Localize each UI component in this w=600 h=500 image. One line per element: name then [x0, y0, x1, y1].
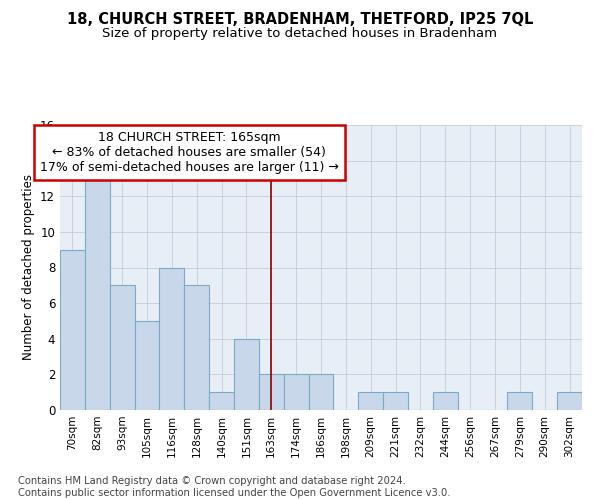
Text: 18 CHURCH STREET: 165sqm
← 83% of detached houses are smaller (54)
17% of semi-d: 18 CHURCH STREET: 165sqm ← 83% of detach…	[40, 131, 338, 174]
Bar	[308, 374, 334, 410]
Bar	[134, 321, 160, 410]
Text: Size of property relative to detached houses in Bradenham: Size of property relative to detached ho…	[103, 28, 497, 40]
Bar	[85, 178, 110, 410]
Y-axis label: Number of detached properties: Number of detached properties	[22, 174, 35, 360]
Bar	[184, 286, 209, 410]
Text: 18, CHURCH STREET, BRADENHAM, THETFORD, IP25 7QL: 18, CHURCH STREET, BRADENHAM, THETFORD, …	[67, 12, 533, 28]
Bar	[259, 374, 284, 410]
Bar	[433, 392, 458, 410]
Text: Contains HM Land Registry data © Crown copyright and database right 2024.
Contai: Contains HM Land Registry data © Crown c…	[18, 476, 451, 498]
Bar	[284, 374, 308, 410]
Bar	[557, 392, 582, 410]
Bar	[110, 286, 134, 410]
Bar	[234, 339, 259, 410]
Bar	[383, 392, 408, 410]
Bar	[358, 392, 383, 410]
Bar	[60, 250, 85, 410]
Bar	[508, 392, 532, 410]
Bar	[209, 392, 234, 410]
Bar	[160, 268, 184, 410]
